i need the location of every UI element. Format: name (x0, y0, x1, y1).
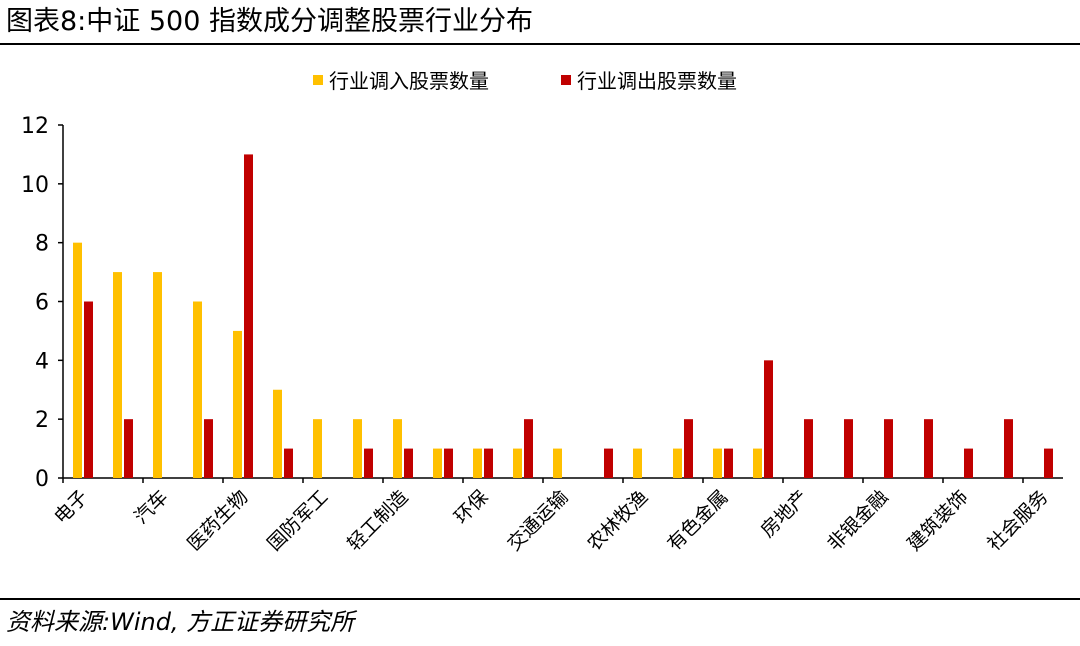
figure-title: 图表8:中证 500 指数成分调整股票行业分布 (6, 6, 533, 37)
category-label-group: 电子 汽车 医药生物 国防军工 轻工制造 环保 交通运输 农林牧渔 有色金属 房地产 非银金融 建筑装… (50, 486, 1052, 555)
x-category-label: 有色金属 (663, 486, 732, 555)
bar-通信 (524, 419, 533, 478)
legend-swatch-out (561, 75, 571, 85)
x-category-label: 社会服务 (983, 486, 1052, 555)
bar-chart: 行业调入股票数量 行业调出股票数量 0 2 4 6 8 10 12 电子 汽车 医药生物 国防军工… (21, 69, 1063, 555)
bar-非银金融 (884, 419, 893, 478)
bar-医药生物 (233, 330, 242, 478)
bar-基础化工 (273, 389, 282, 478)
bar-房地产 (804, 419, 813, 478)
y-tick-label: 4 (35, 349, 49, 374)
bar-纺织服饰 (673, 448, 682, 478)
bar-国防军工 (313, 419, 322, 478)
bar-有色金属 (724, 448, 733, 478)
x-category-label: 农林牧渔 (583, 486, 652, 555)
bar-电力设备 (353, 419, 362, 478)
bar-轻工制造 (393, 419, 402, 478)
chart-legend: 行业调入股票数量 行业调出股票数量 (313, 69, 737, 93)
title-divider (0, 43, 1080, 45)
bar-环保 (484, 448, 493, 478)
bar-钢铁 (753, 448, 762, 478)
bar-电子 (84, 301, 93, 478)
bar-公用事业 (1004, 419, 1013, 478)
legend-label-in: 行业调入股票数量 (329, 69, 489, 93)
bar-有色金属 (713, 448, 722, 478)
bar-农林牧渔 (633, 448, 642, 478)
bar-钢铁 (764, 360, 773, 478)
bar-传媒 (444, 448, 453, 478)
bar-交通运输 (553, 448, 562, 478)
source-note: 资料来源:Wind, 方正证券研究所 (6, 608, 355, 636)
y-axis: 0 2 4 6 8 10 12 (21, 114, 64, 492)
source-divider (0, 598, 1080, 600)
bar-银行 (924, 419, 933, 478)
x-category-label: 环保 (450, 486, 492, 528)
bar-通信 (513, 448, 522, 478)
bar-电力设备 (364, 448, 373, 478)
x-category-label: 非银金融 (823, 486, 892, 555)
x-category-label: 国防军工 (263, 486, 332, 555)
y-tick-label: 10 (21, 173, 49, 198)
bar-机械设备 (193, 301, 202, 478)
x-category-label: 建筑装饰 (903, 486, 972, 555)
bar-计算机 (124, 419, 133, 478)
bar-计算机 (113, 272, 122, 478)
legend-label-out: 行业调出股票数量 (577, 69, 737, 93)
series-out-bars (84, 154, 1053, 478)
x-category-label: 房地产 (757, 486, 813, 542)
bar-汽车 (153, 272, 162, 478)
bar-机械设备 (204, 419, 213, 478)
bar-纺织服饰 (684, 419, 693, 478)
x-category-label: 汽车 (130, 486, 172, 528)
y-tick-label: 6 (35, 291, 49, 316)
y-tick-label: 2 (35, 408, 49, 433)
bar-建筑装饰 (964, 448, 973, 478)
bar-建筑材料 (844, 419, 853, 478)
y-tick-label: 0 (35, 467, 49, 492)
bar-家用电器 (604, 448, 613, 478)
series-in-bars (73, 242, 762, 478)
bar-传媒 (433, 448, 442, 478)
x-category-label: 医药生物 (183, 486, 252, 555)
x-category-label: 电子 (50, 486, 92, 528)
bar-医药生物 (244, 154, 253, 478)
y-tick-label: 12 (21, 114, 49, 139)
legend-swatch-in (313, 75, 323, 85)
bar-轻工制造 (404, 448, 413, 478)
x-category-label: 交通运输 (503, 486, 572, 555)
x-category-label: 轻工制造 (343, 486, 412, 555)
bar-电子 (73, 242, 82, 478)
bar-环保 (473, 448, 482, 478)
bar-社会服务 (1044, 448, 1053, 478)
x-axis (62, 477, 1063, 483)
bar-series-group (73, 154, 1053, 478)
bar-基础化工 (284, 448, 293, 478)
y-tick-label: 8 (35, 232, 49, 257)
